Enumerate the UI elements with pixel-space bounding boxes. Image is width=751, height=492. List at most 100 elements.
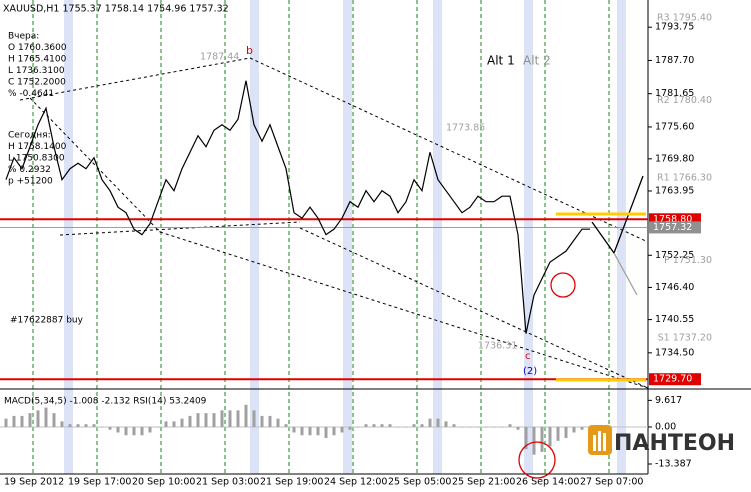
- info-line: Сегодня:: [8, 131, 51, 141]
- macd-bar: [284, 424, 288, 427]
- macd-bar: [532, 426, 536, 455]
- macd-bar: [356, 426, 360, 428]
- macd-bar: [156, 426, 160, 428]
- y-tick-label: 1781.65: [655, 88, 694, 99]
- macd-bar: [292, 426, 296, 433]
- macd-bar: [244, 404, 248, 427]
- macd-bar: [380, 424, 384, 427]
- level-label-box: [649, 221, 701, 234]
- macd-bar: [372, 424, 376, 427]
- plot: 19 Sep 2012 19 Sep 17:00 20 Sep 10:00 21 Se…: [0, 13, 712, 488]
- macd-bar: [276, 418, 280, 427]
- x-tick-label: 19 Sep 17:00: [68, 477, 131, 488]
- annotation: b: [246, 44, 253, 57]
- macd-bar: [564, 426, 568, 439]
- macd-bar: [188, 415, 192, 427]
- level-label: 1757.32: [653, 222, 692, 233]
- annotation: (2): [523, 366, 537, 377]
- macd-bar: [4, 418, 8, 427]
- macd-bar: [428, 418, 432, 427]
- y-tick-label: 1752.25: [655, 250, 694, 261]
- macd-bar: [84, 424, 88, 427]
- macd-bar: [476, 426, 480, 428]
- annotation: #17622887 buy: [10, 316, 84, 326]
- macd-bar: [140, 426, 144, 436]
- macd-bar: [324, 426, 328, 439]
- macd-bar: [540, 426, 544, 452]
- info-line: % -0.4641: [8, 89, 54, 99]
- macd-title: MACD(5,34,5) -1.008 -2.132 RSI(14) 53.24…: [4, 397, 207, 407]
- logo: ПАНТЕОН: [588, 425, 735, 456]
- macd-bar: [220, 410, 224, 427]
- macd-bar: [516, 426, 520, 430]
- macd-bar: [180, 418, 184, 427]
- macd-bar: [252, 410, 256, 427]
- info-line: C 1752.2000: [8, 78, 66, 88]
- projection: [591, 175, 644, 296]
- y-tick-label: 1787.70: [655, 55, 694, 66]
- y-tick-label: 1763.95: [655, 185, 694, 196]
- annotation: Alt 2: [523, 54, 551, 68]
- y-tick-label: -13.387: [655, 459, 692, 470]
- info-line: H 1765.4100: [8, 55, 67, 65]
- macd-bar: [396, 426, 400, 428]
- y-tick-label: 0.00: [655, 421, 676, 432]
- x-tick-label: 24 Sep 12:00: [324, 477, 387, 488]
- annotation: Alt 1: [487, 54, 515, 68]
- info-line: p +51200: [8, 177, 53, 187]
- annotation: 1736.31: [478, 341, 517, 352]
- macd-bar: [132, 426, 136, 436]
- macd-bar: [108, 426, 112, 430]
- pivot-label: R3 1795.40: [657, 13, 712, 24]
- macd-bar: [468, 426, 472, 428]
- macd-bar: [260, 415, 264, 427]
- y-tick-label: 1734.50: [655, 347, 694, 358]
- pivot-label: S1 1737.20: [658, 332, 712, 343]
- macd-bar: [316, 426, 320, 436]
- macd-bar: [228, 410, 232, 427]
- x-tick-label: 20 Sep 10:00: [132, 477, 195, 488]
- macd-bar: [580, 426, 584, 430]
- macd-bar: [388, 424, 392, 427]
- macd-bar: [68, 424, 72, 427]
- macd-bar: [300, 426, 304, 436]
- macd-bar: [36, 410, 40, 427]
- macd-bar: [204, 413, 208, 427]
- level-label: 1758.80: [653, 214, 692, 225]
- macd-bar: [484, 426, 488, 428]
- macd-bar: [212, 413, 216, 427]
- info-line: Вчера:: [8, 32, 39, 42]
- macd-bar: [76, 424, 80, 427]
- macd-bar: [524, 426, 528, 450]
- macd-bar: [308, 426, 312, 436]
- macd-bar: [116, 426, 120, 433]
- y-tick-label: 1740.55: [655, 314, 694, 325]
- level-label: 1729.70: [653, 374, 692, 385]
- level-label-box: [649, 373, 701, 386]
- macd-bar: [172, 421, 176, 427]
- macd-bar: [556, 426, 560, 441]
- pivot-label: P 1751.30: [664, 255, 712, 266]
- macd-bar: [444, 421, 448, 427]
- macd-bar: [332, 426, 336, 436]
- x-tick-label: 25 Sep 05:00: [388, 477, 451, 488]
- macd-bar: [460, 426, 464, 428]
- x-tick-label: 25 Sep 21:00: [452, 477, 515, 488]
- x-tick-label: 21 Sep 19:00: [260, 477, 323, 488]
- y-tick-label: 1769.80: [655, 153, 694, 164]
- macd-bar: [500, 426, 504, 428]
- macd-bar: [148, 426, 152, 433]
- pivot-label: R1 1766.30: [657, 173, 712, 184]
- grid: [32, 0, 610, 474]
- macd-bar: [340, 426, 344, 433]
- macd-bar: [28, 413, 32, 427]
- macd-bar: [124, 426, 128, 436]
- y-tick-label: 1793.75: [655, 22, 694, 33]
- macd-bar: [548, 426, 552, 447]
- macd-bar: [508, 424, 512, 427]
- macd-bar: [364, 424, 368, 427]
- macd-bar: [492, 426, 496, 428]
- macd-bar: [452, 424, 456, 427]
